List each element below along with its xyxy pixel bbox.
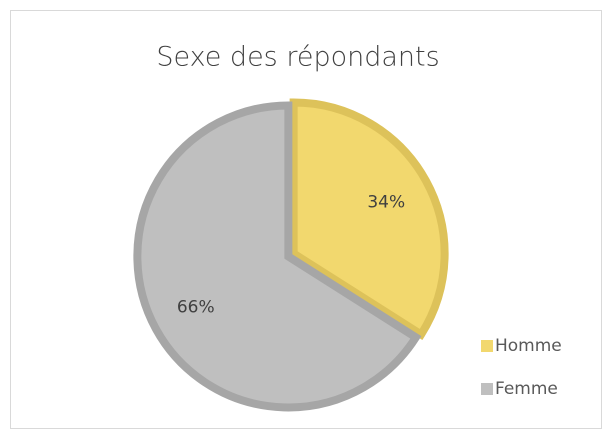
- pie-slice: [133, 101, 422, 412]
- legend-swatch: [481, 383, 493, 395]
- data-label: 66%: [177, 297, 215, 317]
- legend-swatch: [481, 340, 493, 352]
- chart-title: Sexe des répondants: [156, 42, 439, 73]
- legend-label: Femme: [495, 379, 558, 399]
- legend-label: Homme: [495, 336, 562, 356]
- data-label: 34%: [367, 193, 405, 213]
- pie-slice: [289, 98, 449, 340]
